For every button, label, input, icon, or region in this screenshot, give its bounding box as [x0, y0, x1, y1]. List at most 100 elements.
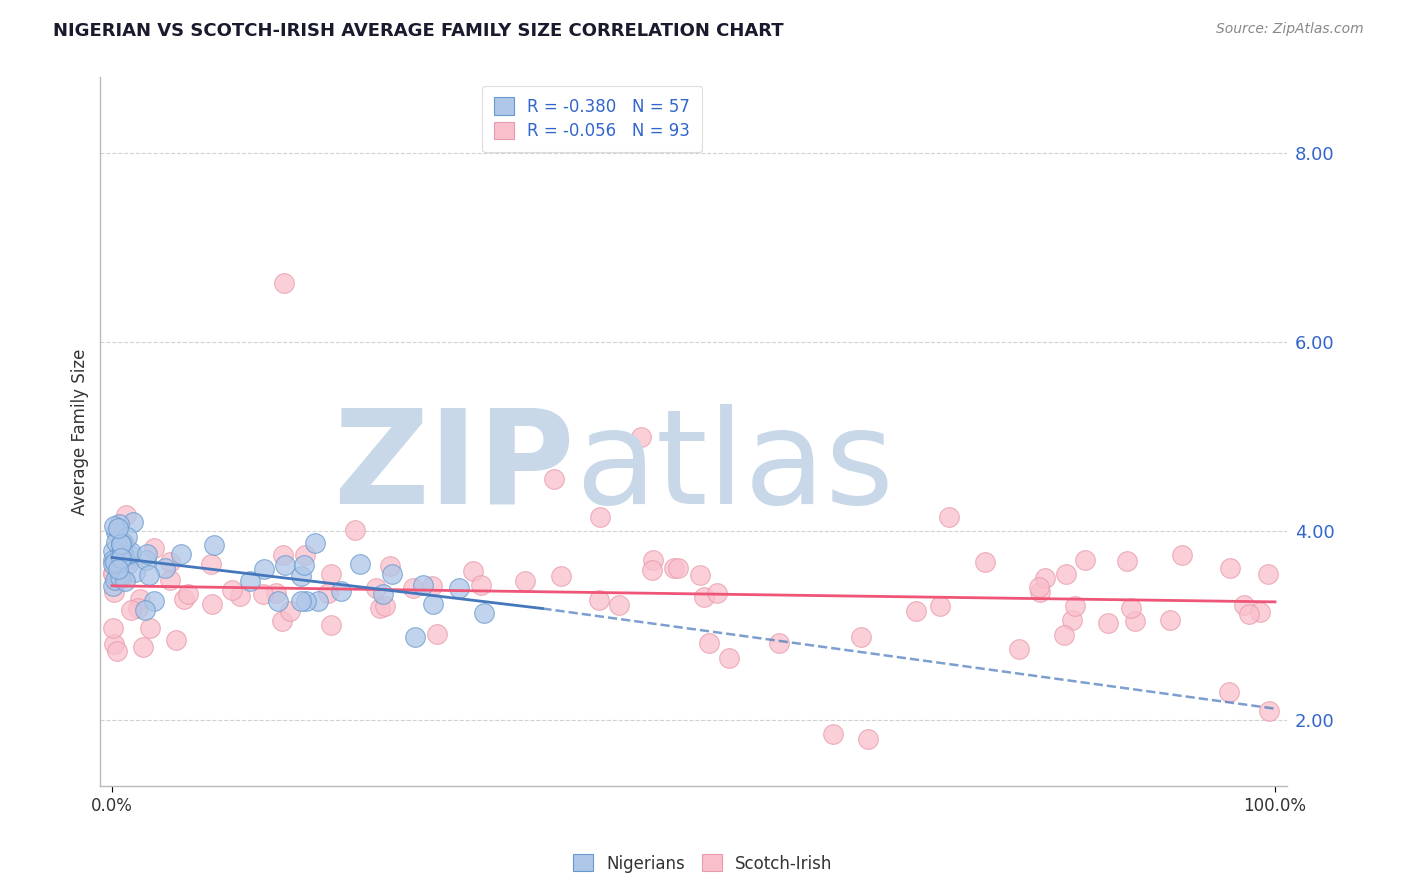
- Point: [904, 604, 927, 618]
- Point: [1249, 605, 1271, 619]
- Point: [201, 597, 224, 611]
- Point: [1028, 580, 1050, 594]
- Point: [589, 509, 612, 524]
- Point: [107, 562, 129, 576]
- Point: [105, 524, 128, 539]
- Point: [202, 538, 225, 552]
- Point: [662, 561, 685, 575]
- Point: [412, 578, 434, 592]
- Point: [706, 586, 728, 600]
- Point: [472, 606, 495, 620]
- Point: [110, 570, 132, 584]
- Point: [253, 562, 276, 576]
- Legend: R = -0.380   N = 57, R = -0.056   N = 93: R = -0.380 N = 57, R = -0.056 N = 93: [482, 86, 702, 153]
- Point: [101, 566, 124, 581]
- Point: [170, 547, 193, 561]
- Point: [1171, 548, 1194, 562]
- Point: [1219, 561, 1241, 575]
- Point: [103, 637, 125, 651]
- Point: [177, 587, 200, 601]
- Point: [689, 568, 711, 582]
- Point: [550, 569, 572, 583]
- Point: [371, 587, 394, 601]
- Point: [104, 573, 127, 587]
- Point: [470, 577, 492, 591]
- Point: [1115, 554, 1137, 568]
- Y-axis label: Average Family Size: Average Family Size: [72, 349, 89, 515]
- Text: Source: ZipAtlas.com: Source: ZipAtlas.com: [1216, 22, 1364, 37]
- Point: [273, 558, 295, 572]
- Point: [271, 614, 294, 628]
- Point: [114, 574, 136, 589]
- Point: [111, 542, 134, 557]
- Point: [264, 586, 287, 600]
- Point: [1233, 599, 1256, 613]
- Point: [120, 545, 142, 559]
- Point: [1097, 615, 1119, 630]
- Point: [343, 524, 366, 538]
- Point: [278, 604, 301, 618]
- Point: [111, 546, 134, 560]
- Point: [666, 560, 689, 574]
- Point: [823, 727, 845, 741]
- Point: [768, 636, 790, 650]
- Point: [294, 593, 316, 607]
- Point: [101, 621, 124, 635]
- Point: [643, 553, 665, 567]
- Point: [304, 536, 326, 550]
- Point: [104, 555, 127, 569]
- Point: [267, 594, 290, 608]
- Point: [112, 537, 135, 551]
- Point: [115, 508, 138, 522]
- Point: [117, 530, 139, 544]
- Text: atlas: atlas: [575, 404, 894, 531]
- Point: [118, 549, 141, 563]
- Point: [849, 630, 872, 644]
- Point: [422, 597, 444, 611]
- Point: [132, 640, 155, 654]
- Point: [380, 566, 402, 581]
- Point: [319, 567, 342, 582]
- Point: [103, 519, 125, 533]
- Point: [292, 558, 315, 572]
- Point: [938, 509, 960, 524]
- Point: [271, 549, 294, 563]
- Point: [101, 543, 124, 558]
- Point: [124, 565, 146, 579]
- Point: [173, 592, 195, 607]
- Point: [104, 535, 127, 549]
- Point: [103, 584, 125, 599]
- Point: [380, 559, 402, 574]
- Point: [630, 429, 652, 443]
- Point: [107, 521, 129, 535]
- Point: [1119, 601, 1142, 615]
- Point: [929, 599, 952, 613]
- Point: [138, 568, 160, 582]
- Point: [159, 555, 181, 569]
- Point: [155, 560, 177, 574]
- Point: [1258, 704, 1281, 718]
- Text: ZIP: ZIP: [333, 404, 575, 531]
- Point: [974, 555, 997, 569]
- Point: [290, 569, 312, 583]
- Point: [402, 581, 425, 595]
- Point: [107, 516, 129, 531]
- Point: [374, 599, 396, 613]
- Point: [607, 599, 630, 613]
- Point: [447, 582, 470, 596]
- Point: [349, 557, 371, 571]
- Point: [110, 551, 132, 566]
- Point: [368, 601, 391, 615]
- Point: [135, 552, 157, 566]
- Point: [1033, 570, 1056, 584]
- Point: [1073, 553, 1095, 567]
- Point: [221, 582, 243, 597]
- Point: [1159, 613, 1181, 627]
- Point: [101, 579, 124, 593]
- Point: [1029, 585, 1052, 599]
- Point: [142, 541, 165, 555]
- Point: [252, 586, 274, 600]
- Point: [200, 557, 222, 571]
- Point: [108, 545, 131, 559]
- Point: [1064, 599, 1087, 613]
